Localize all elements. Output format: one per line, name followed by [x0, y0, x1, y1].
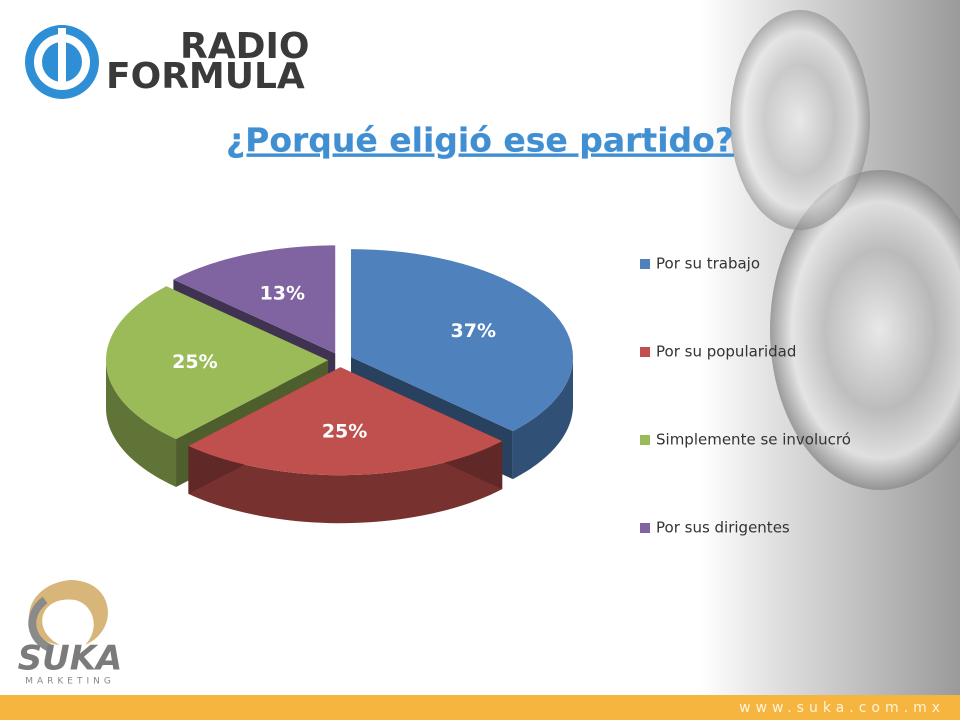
legend-label: Por su trabajo	[656, 255, 760, 273]
logo-text: FORMULA	[106, 56, 305, 97]
slice	[351, 249, 574, 432]
speaker	[770, 170, 960, 490]
legend-swatch	[640, 347, 650, 357]
radio-logo: RADIO FORMULA	[25, 25, 309, 99]
footer-band	[0, 695, 960, 720]
website: www.suka.com.mx	[739, 700, 945, 716]
legend-swatch	[640, 259, 650, 269]
logo-tagline: MARKETING	[25, 677, 115, 687]
legend-label: Por su popularidad	[656, 343, 796, 361]
pie-chart: 37% 25% 25% 13% Por su trabajo Por su popular…	[106, 245, 851, 537]
slice	[173, 245, 336, 354]
logo-text: RADIO	[180, 26, 309, 67]
logo-text: SUKA	[18, 639, 123, 679]
legend-swatch	[640, 435, 650, 445]
data-label: 25%	[172, 351, 217, 373]
legend-label: Por sus dirigentes	[656, 519, 790, 537]
slice-side	[106, 360, 177, 487]
legend-swatch	[640, 523, 650, 533]
slice	[188, 367, 503, 476]
suka-logo: SUKA MARKETING	[18, 580, 123, 687]
slice	[106, 286, 329, 439]
legend-label: Simplemente se involucró	[656, 431, 851, 449]
slice-side	[188, 441, 503, 524]
data-label: 25%	[322, 420, 367, 442]
slice-side	[512, 357, 574, 480]
speaker	[730, 10, 870, 230]
data-label: 37%	[451, 320, 496, 342]
data-label: 13%	[260, 282, 305, 304]
chart-title: ¿Porqué eligió ese partido?	[226, 121, 734, 160]
